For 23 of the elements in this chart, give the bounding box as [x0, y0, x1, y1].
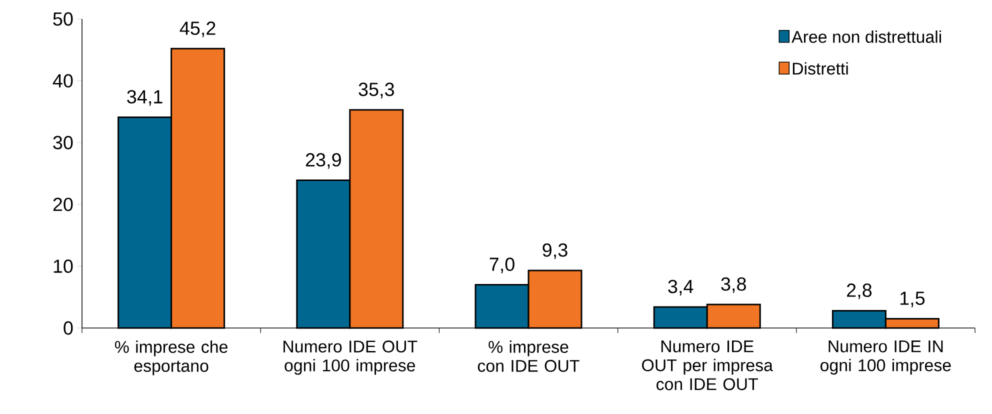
y-tick-label: 0: [64, 321, 73, 335]
y-tick-label: 50: [53, 12, 73, 26]
y-tick-label: 10: [54, 259, 73, 273]
data-label: 3,4: [668, 280, 694, 296]
x-tick-label: % imprese con IDE OUT: [478, 340, 580, 372]
data-label: 7,0: [490, 258, 514, 274]
data-label: 45,2: [180, 22, 216, 38]
data-label: 23,9: [306, 153, 341, 169]
data-label: 2,8: [847, 284, 872, 300]
x-tick-label: Numero IDE OUT per impresa con IDE OUT: [642, 340, 773, 390]
data-label: 3,8: [721, 277, 746, 293]
legend-label: Aree non distrettuali: [792, 30, 942, 43]
y-tick-label: 40: [52, 74, 73, 88]
x-tick-label: % imprese che esportano: [114, 340, 228, 376]
x-tick-label: Numero IDE OUT ogni 100 imprese: [284, 340, 418, 375]
x-tick-label: Numero IDE IN ogni 100 imprese: [820, 340, 951, 375]
data-label: 35,3: [358, 82, 394, 98]
data-label: 34,1: [127, 90, 162, 106]
data-label: 1,5: [900, 292, 925, 308]
legend-label: Distretti: [792, 62, 848, 75]
data-label: 9,3: [542, 243, 568, 260]
y-tick-label: 30: [53, 136, 73, 150]
y-tick-label: 20: [53, 198, 73, 212]
